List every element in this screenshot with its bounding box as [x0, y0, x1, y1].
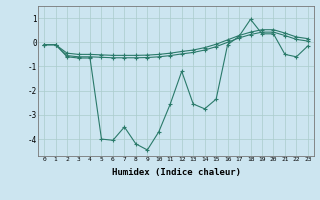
- X-axis label: Humidex (Indice chaleur): Humidex (Indice chaleur): [111, 168, 241, 177]
